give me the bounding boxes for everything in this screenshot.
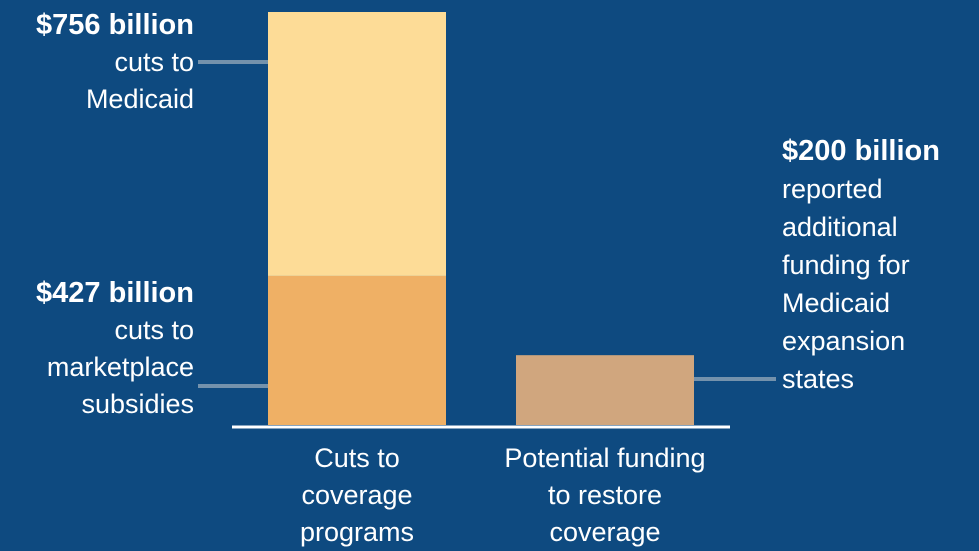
bar-medicaid <box>268 12 446 276</box>
annotation-text-funding: Medicaid <box>782 288 890 318</box>
x-category-label: coverage <box>549 517 660 547</box>
annotation-text-marketplace: cuts to <box>114 315 194 345</box>
bar-funding <box>516 355 694 425</box>
x-category-label: Cuts to <box>314 443 400 473</box>
bar-marketplace <box>268 275 446 425</box>
annotation-text-funding: additional <box>782 212 898 242</box>
leader-lines-group <box>198 60 776 388</box>
x-category-label: programs <box>300 517 414 547</box>
x-category-label: Potential funding <box>504 443 705 473</box>
annotation-text-funding: funding for <box>782 250 910 280</box>
annotation-amount-funding: $200 billion <box>782 135 940 167</box>
annotations-group: $756 billion cuts to Medicaid $427 billion c… <box>36 9 940 419</box>
annotation-text-funding: states <box>782 364 854 394</box>
annotation-text-funding: reported <box>782 174 883 204</box>
annotation-amount-medicaid: $756 billion <box>36 9 194 41</box>
annotation-text-medicaid: Medicaid <box>86 84 194 114</box>
x-category-label: coverage <box>301 480 412 510</box>
annotation-text-funding: expansion <box>782 326 905 356</box>
x-labels-group: Cuts to coverage programs Potential funding… <box>300 443 706 547</box>
annotation-text-marketplace: marketplace <box>47 352 194 382</box>
annotation-text-marketplace: subsidies <box>81 389 194 419</box>
annotation-amount-marketplace: $427 billion <box>36 277 194 309</box>
annotation-text-medicaid: cuts to <box>114 47 194 77</box>
x-category-label: to restore <box>548 480 662 510</box>
bars-group <box>268 12 694 425</box>
